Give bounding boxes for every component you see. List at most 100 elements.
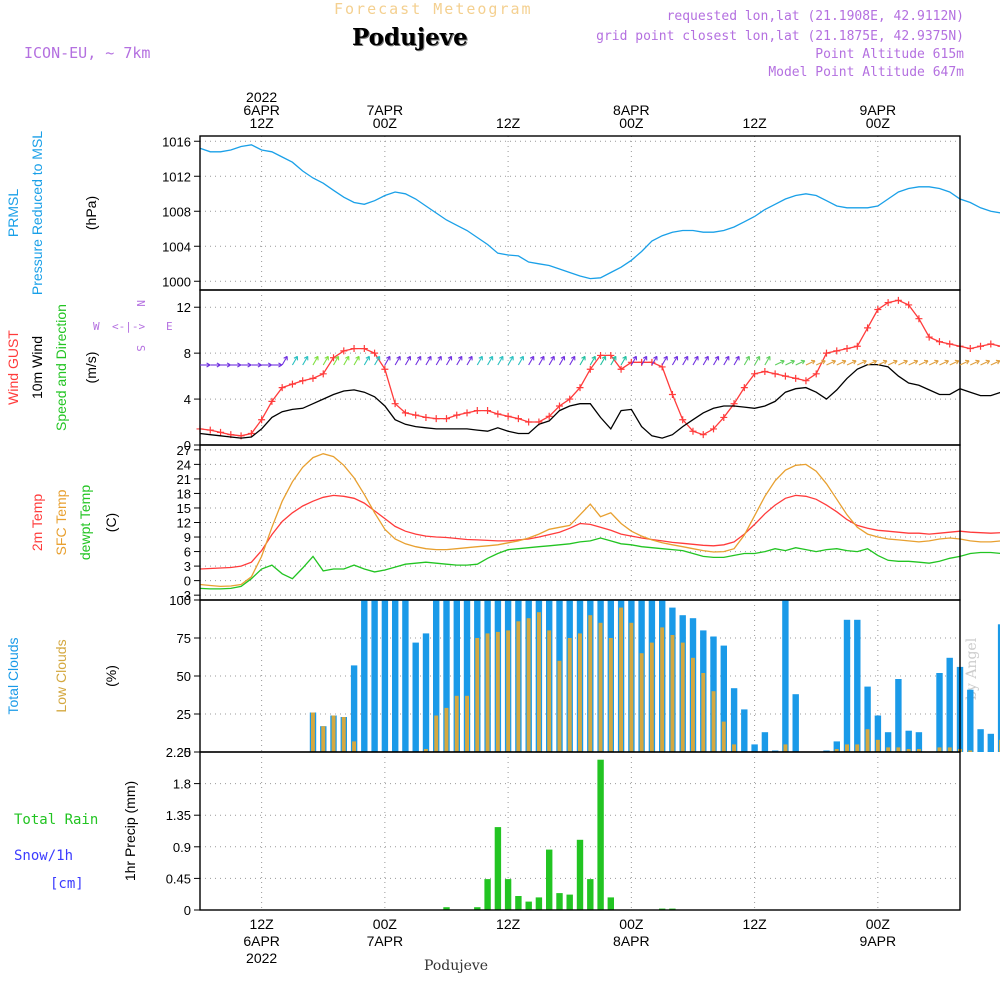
bar-low-clouds — [670, 635, 675, 752]
gust-marker — [720, 413, 728, 421]
wind-arrow-head — [745, 355, 750, 361]
side-label: Speed and Direction — [53, 304, 69, 431]
bar-total-clouds — [843, 619, 851, 752]
wind-arrow — [939, 360, 949, 366]
wind-arrow-head — [457, 355, 463, 361]
wind-arrow-head — [226, 362, 231, 368]
series-line-sfc-temp — [199, 453, 1000, 588]
panel-wind: 0 4 8 12 — [177, 289, 1000, 453]
bar-total-clouds — [772, 750, 779, 752]
wind-arrow — [291, 356, 298, 366]
bar-total-rain — [587, 879, 594, 910]
y-tick-label: 4 — [184, 392, 191, 407]
wind-arrow — [600, 356, 607, 366]
y-tick-label: 0.9 — [173, 840, 191, 855]
series-line-prmsl — [199, 144, 1000, 280]
wind-arrow-head — [831, 359, 837, 365]
bar-low-clouds — [331, 715, 336, 752]
bar-total-clouds — [874, 715, 882, 752]
gust-marker — [997, 345, 1000, 347]
y-tick-label: 0 — [184, 438, 191, 453]
wind-arrow-head — [612, 355, 617, 361]
wind-arrow-head — [293, 355, 299, 361]
gust-marker — [453, 411, 461, 419]
y-tick-label: 0 — [184, 745, 191, 760]
wind-arrow — [466, 356, 473, 366]
compass-arrows: <-|-> — [112, 320, 145, 333]
wind-arrow — [980, 360, 990, 366]
series-line-2m-temp — [199, 494, 1000, 570]
bar-total-clouds — [864, 686, 871, 752]
y-tick-label: 27 — [177, 443, 191, 458]
bar-low-clouds — [691, 657, 695, 752]
wind-arrow — [959, 360, 970, 366]
bar-total-clouds — [453, 600, 460, 752]
wind-arrow-head — [944, 359, 949, 365]
wind-arrow — [538, 356, 545, 366]
model-altitude: Model Point Altitude 647m — [768, 65, 964, 80]
wind-arrow-head — [800, 359, 806, 365]
location-title: Podujeve — [352, 24, 468, 51]
bar-low-clouds — [547, 630, 552, 752]
gust-marker — [514, 415, 522, 423]
bar-total-clouds — [371, 600, 378, 752]
wind-arrow-head — [550, 355, 555, 361]
gust-marker — [576, 384, 584, 392]
wind-arrow — [682, 356, 689, 366]
wind-arrow-head — [247, 362, 252, 368]
gust-marker — [463, 409, 471, 417]
gust-marker — [607, 351, 615, 359]
wind-arrow — [846, 360, 857, 366]
wind-arrow — [589, 356, 596, 366]
wind-arrow — [353, 356, 360, 366]
gust-marker — [740, 384, 748, 392]
y-tick-label: 1000 — [162, 274, 191, 289]
bottom-time-label: 7APR — [367, 933, 404, 949]
wind-arrow-head — [913, 359, 919, 365]
wind-arrow — [497, 356, 504, 366]
y-tick-label: 12 — [177, 300, 191, 315]
gust-marker — [710, 425, 718, 433]
bar-low-clouds — [321, 726, 326, 752]
series-line-dewpt-temp — [199, 537, 1000, 590]
bar-total-clouds — [997, 624, 1000, 752]
wind-arrow — [404, 356, 411, 366]
wind-arrow — [805, 360, 816, 366]
wind-arrow — [713, 356, 719, 366]
gust-marker — [206, 426, 214, 434]
wind-arrow-head — [903, 359, 908, 365]
gust-marker — [545, 412, 553, 420]
wind-arrow — [877, 360, 888, 366]
wind-arrow-head — [882, 359, 888, 365]
gust-marker — [843, 345, 851, 353]
wind-arrow — [579, 356, 586, 366]
wind-arrow-head — [694, 355, 699, 361]
bar-low-clouds — [311, 712, 315, 752]
wind-arrow-head — [560, 355, 566, 361]
bar-total-rain — [597, 759, 604, 910]
wind-arrow-head — [725, 355, 730, 361]
gust-marker — [894, 296, 902, 304]
gust-marker — [371, 349, 379, 357]
side-label: Low Clouds — [53, 639, 69, 712]
gust-marker — [792, 374, 800, 382]
bar-total-rain — [484, 879, 491, 910]
series-line-10m-wind — [199, 363, 1000, 439]
wind-arrow-head — [278, 362, 283, 368]
wind-arrow — [507, 356, 514, 366]
wind-arrow-head — [427, 355, 432, 361]
bottom-time-label: 8APR — [613, 933, 650, 949]
side-label: PRMSL — [5, 189, 21, 237]
y-tick-label: 1.35 — [166, 808, 191, 823]
bar-low-clouds — [567, 638, 572, 752]
gust-marker — [987, 340, 995, 348]
bar-total-clouds — [350, 665, 358, 752]
bar-total-clouds — [884, 732, 892, 752]
bar-low-clouds — [855, 744, 860, 752]
side-label: (m/s) — [83, 352, 99, 384]
bar-total-clouds — [782, 600, 789, 752]
gust-marker — [268, 397, 276, 405]
bar-total-clouds — [792, 694, 799, 752]
wind-arrow — [671, 356, 678, 366]
